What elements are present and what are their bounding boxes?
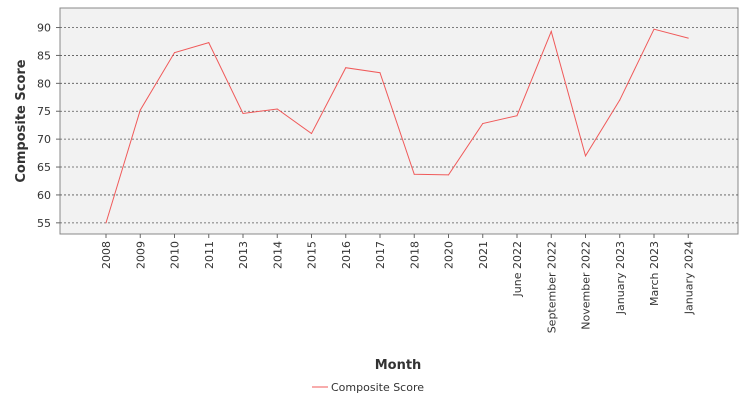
x-tick-label: January 2023 <box>614 241 627 315</box>
legend: Composite Score <box>312 381 424 394</box>
x-tick-label: 2017 <box>374 241 387 269</box>
series-layer <box>105 28 689 224</box>
y-tick-label: 80 <box>37 77 51 90</box>
data-point <box>687 37 689 39</box>
x-tick-label: March 2023 <box>648 241 661 306</box>
data-point <box>550 30 552 32</box>
data-point <box>105 222 107 224</box>
x-tick-label: 2011 <box>203 241 216 269</box>
data-point <box>448 174 449 176</box>
x-tick-label: 2008 <box>100 241 113 269</box>
y-tick-label: 90 <box>37 22 51 35</box>
y-tick-label: 65 <box>37 161 51 174</box>
data-point <box>139 109 141 111</box>
x-tick-label: 2021 <box>477 241 490 269</box>
data-point <box>653 28 655 30</box>
data-point <box>208 42 210 44</box>
data-point <box>413 173 415 175</box>
y-axis-title: Composite Score <box>14 59 29 182</box>
x-tick-label: 2016 <box>340 241 353 269</box>
y-tick-label: 70 <box>37 133 51 146</box>
x-tick-label: 2010 <box>169 241 182 269</box>
plot-area-background <box>59 7 739 235</box>
data-point <box>311 133 312 135</box>
x-tick-label: 2009 <box>134 241 147 269</box>
y-tick-label: 60 <box>37 189 51 202</box>
x-tick-label: 2018 <box>408 241 421 269</box>
y-tick-label: 55 <box>37 217 51 230</box>
y-axis: 55 60 65 70 75 80 85 90 <box>37 22 60 230</box>
y-tick-label: 85 <box>37 49 51 62</box>
data-point <box>619 99 621 101</box>
x-tick-label: September 2022 <box>545 241 558 333</box>
x-tick-label: January 2024 <box>682 241 695 315</box>
x-tick-label: November 2022 <box>580 241 593 330</box>
x-axis: 2008 2009 2010 2011 2013 2014 2015 2016 2017 2018… <box>100 234 695 333</box>
data-point <box>174 52 175 54</box>
data-point <box>242 112 244 114</box>
data-point <box>516 115 518 117</box>
x-tick-label: 2013 <box>237 241 250 269</box>
x-tick-label: 2020 <box>443 241 456 269</box>
y-tick-label: 75 <box>37 105 51 118</box>
x-tick-label: 2015 <box>306 241 319 269</box>
legend-label: Composite Score <box>331 381 424 394</box>
series-line <box>105 28 689 223</box>
data-point <box>482 123 484 125</box>
x-axis-title: Month <box>375 358 422 373</box>
data-point <box>585 155 586 157</box>
data-point <box>379 72 381 74</box>
data-point <box>276 108 278 110</box>
x-tick-label: June 2022 <box>511 241 524 297</box>
data-point <box>345 67 347 69</box>
x-tick-label: 2014 <box>271 241 284 269</box>
